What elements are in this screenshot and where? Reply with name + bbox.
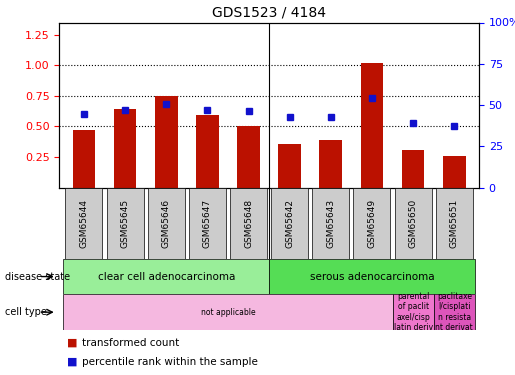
Text: GSM65648: GSM65648 [244, 199, 253, 248]
Bar [394, 188, 432, 259]
Bar [63, 294, 392, 330]
Bar [434, 294, 475, 330]
Bar [230, 188, 267, 259]
Bar [360, 63, 383, 188]
Bar [392, 294, 434, 330]
Text: serous adenocarcinoma: serous adenocarcinoma [310, 272, 434, 282]
Bar [196, 116, 219, 188]
Text: paclitaxe
l/cisplati
n resista
nt derivat: paclitaxe l/cisplati n resista nt deriva… [435, 292, 473, 332]
Text: disease state: disease state [5, 272, 70, 282]
Text: GSM65644: GSM65644 [79, 199, 89, 248]
Bar [269, 259, 475, 294]
Text: GSM65642: GSM65642 [285, 199, 294, 248]
Bar [65, 188, 102, 259]
Text: GSM65643: GSM65643 [327, 199, 335, 248]
Title: GDS1523 / 4184: GDS1523 / 4184 [212, 6, 326, 20]
Bar [402, 150, 424, 188]
Text: cell type: cell type [5, 307, 47, 317]
Bar [312, 188, 349, 259]
Bar [278, 144, 301, 188]
Bar [237, 126, 260, 188]
Bar [319, 140, 342, 188]
Bar [436, 188, 473, 259]
Text: GSM65646: GSM65646 [162, 199, 170, 248]
Text: GSM65650: GSM65650 [408, 198, 418, 248]
Bar [155, 96, 178, 188]
Bar [271, 188, 308, 259]
Text: GSM65647: GSM65647 [203, 199, 212, 248]
Text: GSM65649: GSM65649 [368, 199, 376, 248]
Text: transformed count: transformed count [82, 338, 180, 348]
Bar [107, 188, 144, 259]
Bar [63, 259, 269, 294]
Bar [353, 188, 390, 259]
Text: not applicable: not applicable [201, 308, 255, 316]
Text: percentile rank within the sample: percentile rank within the sample [82, 357, 259, 367]
Text: ■: ■ [67, 357, 77, 367]
Text: GSM65645: GSM65645 [121, 199, 130, 248]
Text: ■: ■ [67, 338, 77, 348]
Bar [443, 156, 466, 188]
Text: parental
of paclit
axel/cisp
latin deriv: parental of paclit axel/cisp latin deriv [393, 292, 433, 332]
Bar [73, 130, 95, 188]
Bar [114, 109, 136, 188]
Text: clear cell adenocarcinoma: clear cell adenocarcinoma [97, 272, 235, 282]
Text: GSM65651: GSM65651 [450, 198, 459, 248]
Bar [148, 188, 185, 259]
Bar [189, 188, 226, 259]
